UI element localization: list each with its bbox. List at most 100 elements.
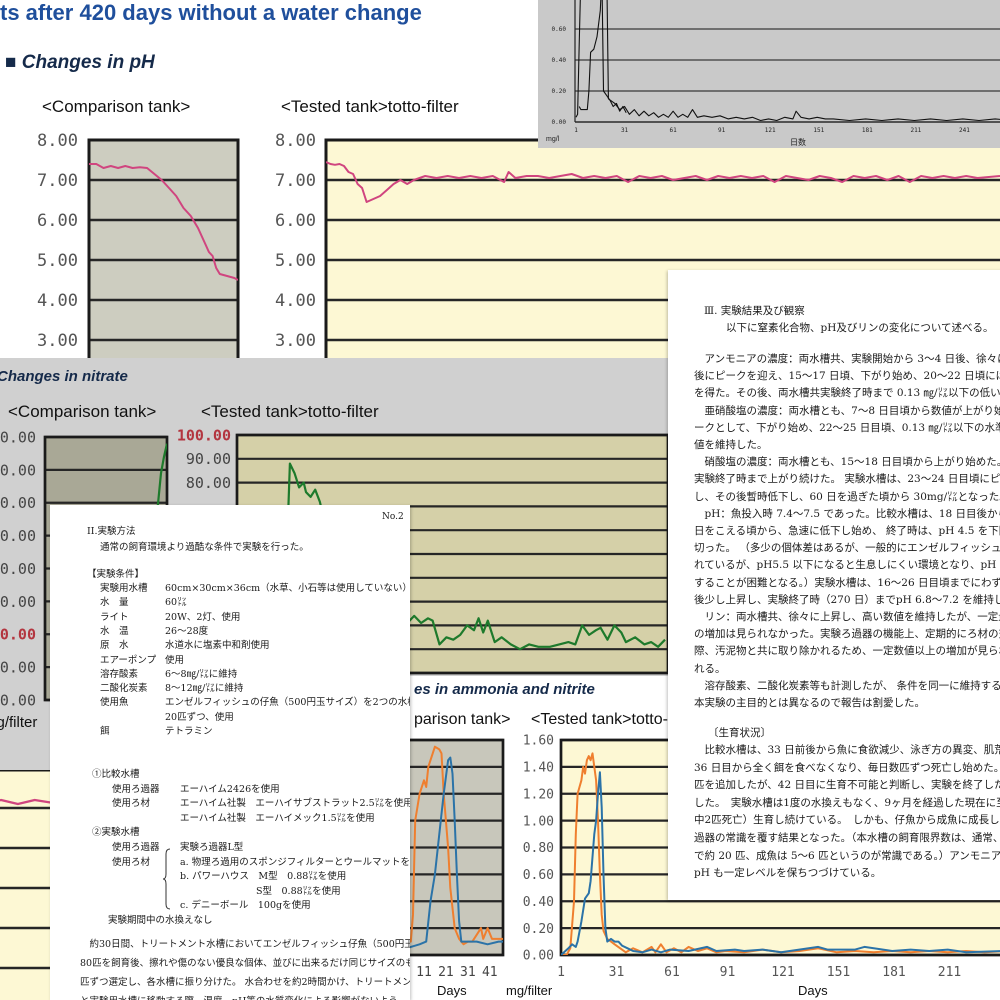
y-tick-label: 80.00 [186,474,231,492]
y-tick-label: 00.00 [0,428,36,446]
row-label: エアーポンプ [100,654,157,666]
grey-chart-xlabel: 日数 [790,138,806,147]
row-value: エーハイム2426を使用 [180,784,280,795]
y-tick-label: 0.00 [0,691,36,709]
series-line-0 [0,798,60,806]
x-tick-label: 181 [882,965,905,980]
y-tick-label: 1.40 [523,761,554,776]
y-tick-label: 7.00 [37,171,78,191]
y-tick-label: 1.60 [523,734,554,749]
x-tick-label: 1 [557,965,565,980]
row-value: 20W、2灯、使用 [165,611,241,623]
x-tick-label: 241 [959,127,970,134]
no-water-change: 実験期間中の水換えなし [108,915,213,926]
page-number: No.2 [382,512,404,522]
series-line-0 [279,462,666,651]
square-bullet-icon: ■ [5,52,17,73]
text-line: と実験用水槽に移動する際、温度、pH等の水質変化による影響がないよう、 最大限 [80,993,410,1000]
series-line-0 [326,161,1000,203]
nitrate-tested-title: <Tested tank>totto-filter [201,402,379,421]
growth-heading: 〔生育状況〕 [708,727,771,739]
text-line: することが困難となる。）実験水槽は、16～26 日目頃までにわずかに [694,576,1000,589]
row-value: テトラミン [165,726,213,737]
plot-border [87,138,240,358]
text-line: の増加は見られなかった。実験ろ過器の機能上、定期的にろ材の交換を [694,628,1000,641]
ammonia-comparison-xlabel: Days [437,983,467,998]
page-title: ts after 420 days without a water change [0,0,422,25]
y-tick-label: 1.00 [523,814,554,829]
row-value: b. パワーハウス M型 0.88㍑を使用 [180,871,347,882]
y-tick-label: 7.00 [275,171,316,191]
x-tick-label: 31 [609,965,625,980]
x-tick-label: 121 [765,127,776,134]
row-value: 使用 [165,654,185,666]
row-label: 使用魚 [100,697,129,709]
y-tick-label: 0.00 [523,949,554,964]
y-tick-label: 8.00 [37,131,78,151]
row-value: 水道水に塩素中和剤使用 [165,640,270,652]
y-tick-label: 6.00 [37,211,78,231]
text-line: 切った。 （多少の個体差はあるが、一般的にエンゼルフィッシュは酸 [694,542,1000,555]
text-line: 中2匹死亡）生育し続けている。 しかも、仔魚から成魚に成長して [694,814,1000,827]
series-line-1 [578,0,1000,122]
row-value: S型 0.88㍑を使用 [180,885,341,897]
text-line: ークとして、下がり始め、22～25 日目頃、0.13 ㎎/㍑以下の水準に達 [694,421,1000,434]
x-tick-label: 211 [910,127,921,134]
conditions-heading: 【実験条件】 [87,569,145,580]
y-tick-label: 4.00 [37,291,78,311]
method-intro: 通常の飼育環境より過酷な条件で実験を行った。 [100,542,309,553]
y-tick-label: 00.00 [0,560,36,578]
row-label: 実験用水槽 [100,583,148,594]
grey-top-right-chart: 0.00 0.20 0.40 0.60 1 31 61 91 121 151 181 211 241 [552,0,1000,134]
ph-comparison-title: <Comparison tank> [42,97,191,116]
row-label: 使用ろ過器 [112,842,160,853]
text-line: 約30日間、トリートメント水槽においてエンゼルフィッシュ仔魚（500円玉サイズ） [89,939,411,950]
text-line: を得た。その後、両水槽共実験終了時まで 0.13 ㎎/㍑以下の低い数値 [694,387,1000,400]
grey-chart: 0.00 0.20 0.40 0.60 1 31 61 91 121 151 181 211 241 [552,0,1000,134]
x-tick-label: 31 [460,965,476,980]
text-line: 実験終了時まで上がり続けた。 実験水槽は、23～24 日目頃にピーク [694,473,1000,486]
text-line: した。 実験水槽は1度の水換えもなく、9ヶ月を経過した現在に至っ [694,796,1000,809]
text-line: 硝酸塩の濃度：両水槽とも、15～18 日目頃から上がり始めた。比較 [694,456,1000,469]
text-line: れているが、pH5.5 以下になると生息しにくい環境となり、pH 5 以 [694,559,1000,572]
nitrate-unit: mg/filter [0,714,38,731]
row-value: エーハイム社製 エーハイサブストラット2.5㍑を使用 [180,798,410,810]
x-tick-label: 1 [574,127,578,134]
row-label: 水 温 [100,625,129,637]
y-tick-label: 3.00 [37,331,78,351]
y-tick-label: 90.00 [186,450,231,468]
series-line-0 [575,0,627,118]
text-line: pH も一定レベルを保ちつづけている。 [694,867,882,880]
y-tick-label: 00.00 [0,626,36,644]
row-value: 60㍑ [165,597,187,609]
text-line: 匹ずつ選定し、各水槽に振り分けた。 水合わせを約2時間かけ、トリートメント水槽 [80,977,410,988]
y-tick-label: 8.00 [275,131,316,151]
x-tick-label: 21 [438,965,454,980]
x-tick-label: 41 [482,965,498,980]
ammonia-comparison-title: parison tank> [414,711,511,728]
row-label: 二酸化炭素 [100,683,148,695]
results-document: Ⅲ. 実験結果及び観察 以下に窒素化合物、pH及びリンの変化について述べる。 ア… [668,270,1000,900]
grey-chart-unit: mg/l [546,136,560,143]
tank1-heading: ①比較水槽 [92,769,140,780]
text-line: 匹を追加したが、42 日目に生育不可能と判断し、実験を終了した。終 [694,779,1000,792]
method-document: No.2 II.実験方法 通常の飼育環境より過酷な条件で実験を行った。 【実験条… [50,505,410,1000]
row-label: 餌 [100,726,110,737]
y-tick-label: 50.00 [0,461,36,479]
text-line: 本実験の主目的とは異なるので報告は割愛した。 [694,697,925,709]
method-section-title: II.実験方法 [87,526,136,537]
row-value: エーハイム社製 エーハイメック1.5㍑を使用 [180,812,375,824]
x-tick-label: 151 [813,127,824,134]
grey-chart-panel: 0.00 0.20 0.40 0.60 1 31 61 91 121 151 181 211 241 m… [538,0,1000,148]
y-tick-label: 0.20 [552,88,567,95]
row-value: c. デニーボール 100gを使用 [180,900,311,911]
series-line-0 [89,163,238,281]
text-line: 80匹を飼育後、擦れや傷のない優良な個体、並びに出来るだけ同じサイズのものを20 [80,958,410,969]
y-tick-label: 5.00 [37,251,78,271]
ammonia-tested-title: <Tested tank>totto-filt [531,711,684,728]
plot-area [89,140,238,358]
y-tick-label: 0.20 [523,922,554,937]
x-tick-label: 91 [720,965,736,980]
text-line: アンモニアの濃度：両水槽共、実験開始から 3～4 日後、徐々に上 [694,353,1000,365]
ph-tested-title: <Tested tank>totto-filter [281,97,459,116]
